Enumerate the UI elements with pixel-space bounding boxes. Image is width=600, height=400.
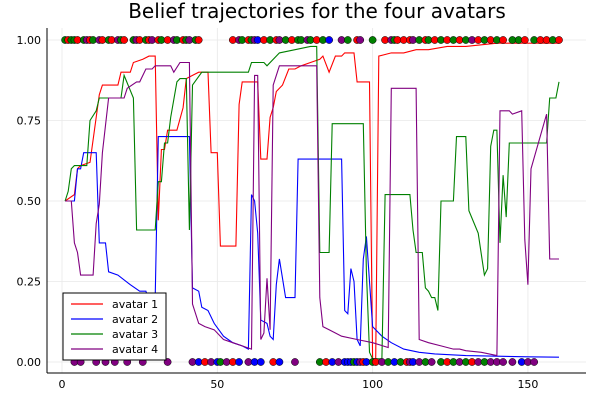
observation-marker-bottom	[509, 358, 516, 365]
observation-marker-bottom	[235, 358, 242, 365]
observation-marker-top	[344, 36, 351, 43]
observation-marker-bottom	[531, 358, 538, 365]
observation-marker-top	[121, 36, 128, 43]
y-tick-label: 0.25	[17, 276, 42, 289]
observation-marker-top	[521, 36, 528, 43]
observation-marker-bottom	[499, 358, 506, 365]
legend-label-avatar-3: avatar 3	[112, 328, 158, 341]
chart-title: Belief trajectories for the four avatars	[128, 0, 506, 23]
observation-marker-bottom	[428, 358, 435, 365]
legend-label-avatar-1: avatar 1	[112, 298, 158, 311]
observation-marker-bottom	[257, 358, 264, 365]
legend: avatar 1 avatar 2 avatar 3 avatar 4	[63, 293, 166, 360]
y-tick-label: 0.75	[17, 115, 42, 128]
observation-marker-top	[369, 36, 376, 43]
y-tick-label: 0.50	[17, 195, 42, 208]
y-tick-label: 1.00	[17, 34, 42, 47]
observation-marker-top	[326, 36, 333, 43]
observation-marker-top	[195, 36, 202, 43]
y-tick-label: 0.00	[17, 356, 42, 369]
legend-label-avatar-4: avatar 4	[112, 343, 158, 356]
observation-marker-bottom	[276, 358, 283, 365]
x-tick-label: 100	[362, 378, 383, 391]
x-tick-label: 150	[517, 378, 538, 391]
x-tick-label: 50	[210, 378, 224, 391]
x-tick-label: 0	[59, 378, 66, 391]
observation-marker-bottom	[291, 358, 298, 365]
legend-label-avatar-2: avatar 2	[112, 313, 158, 326]
observation-marker-top	[357, 36, 364, 43]
observation-marker-top	[555, 36, 562, 43]
observation-marker-top	[499, 36, 506, 43]
